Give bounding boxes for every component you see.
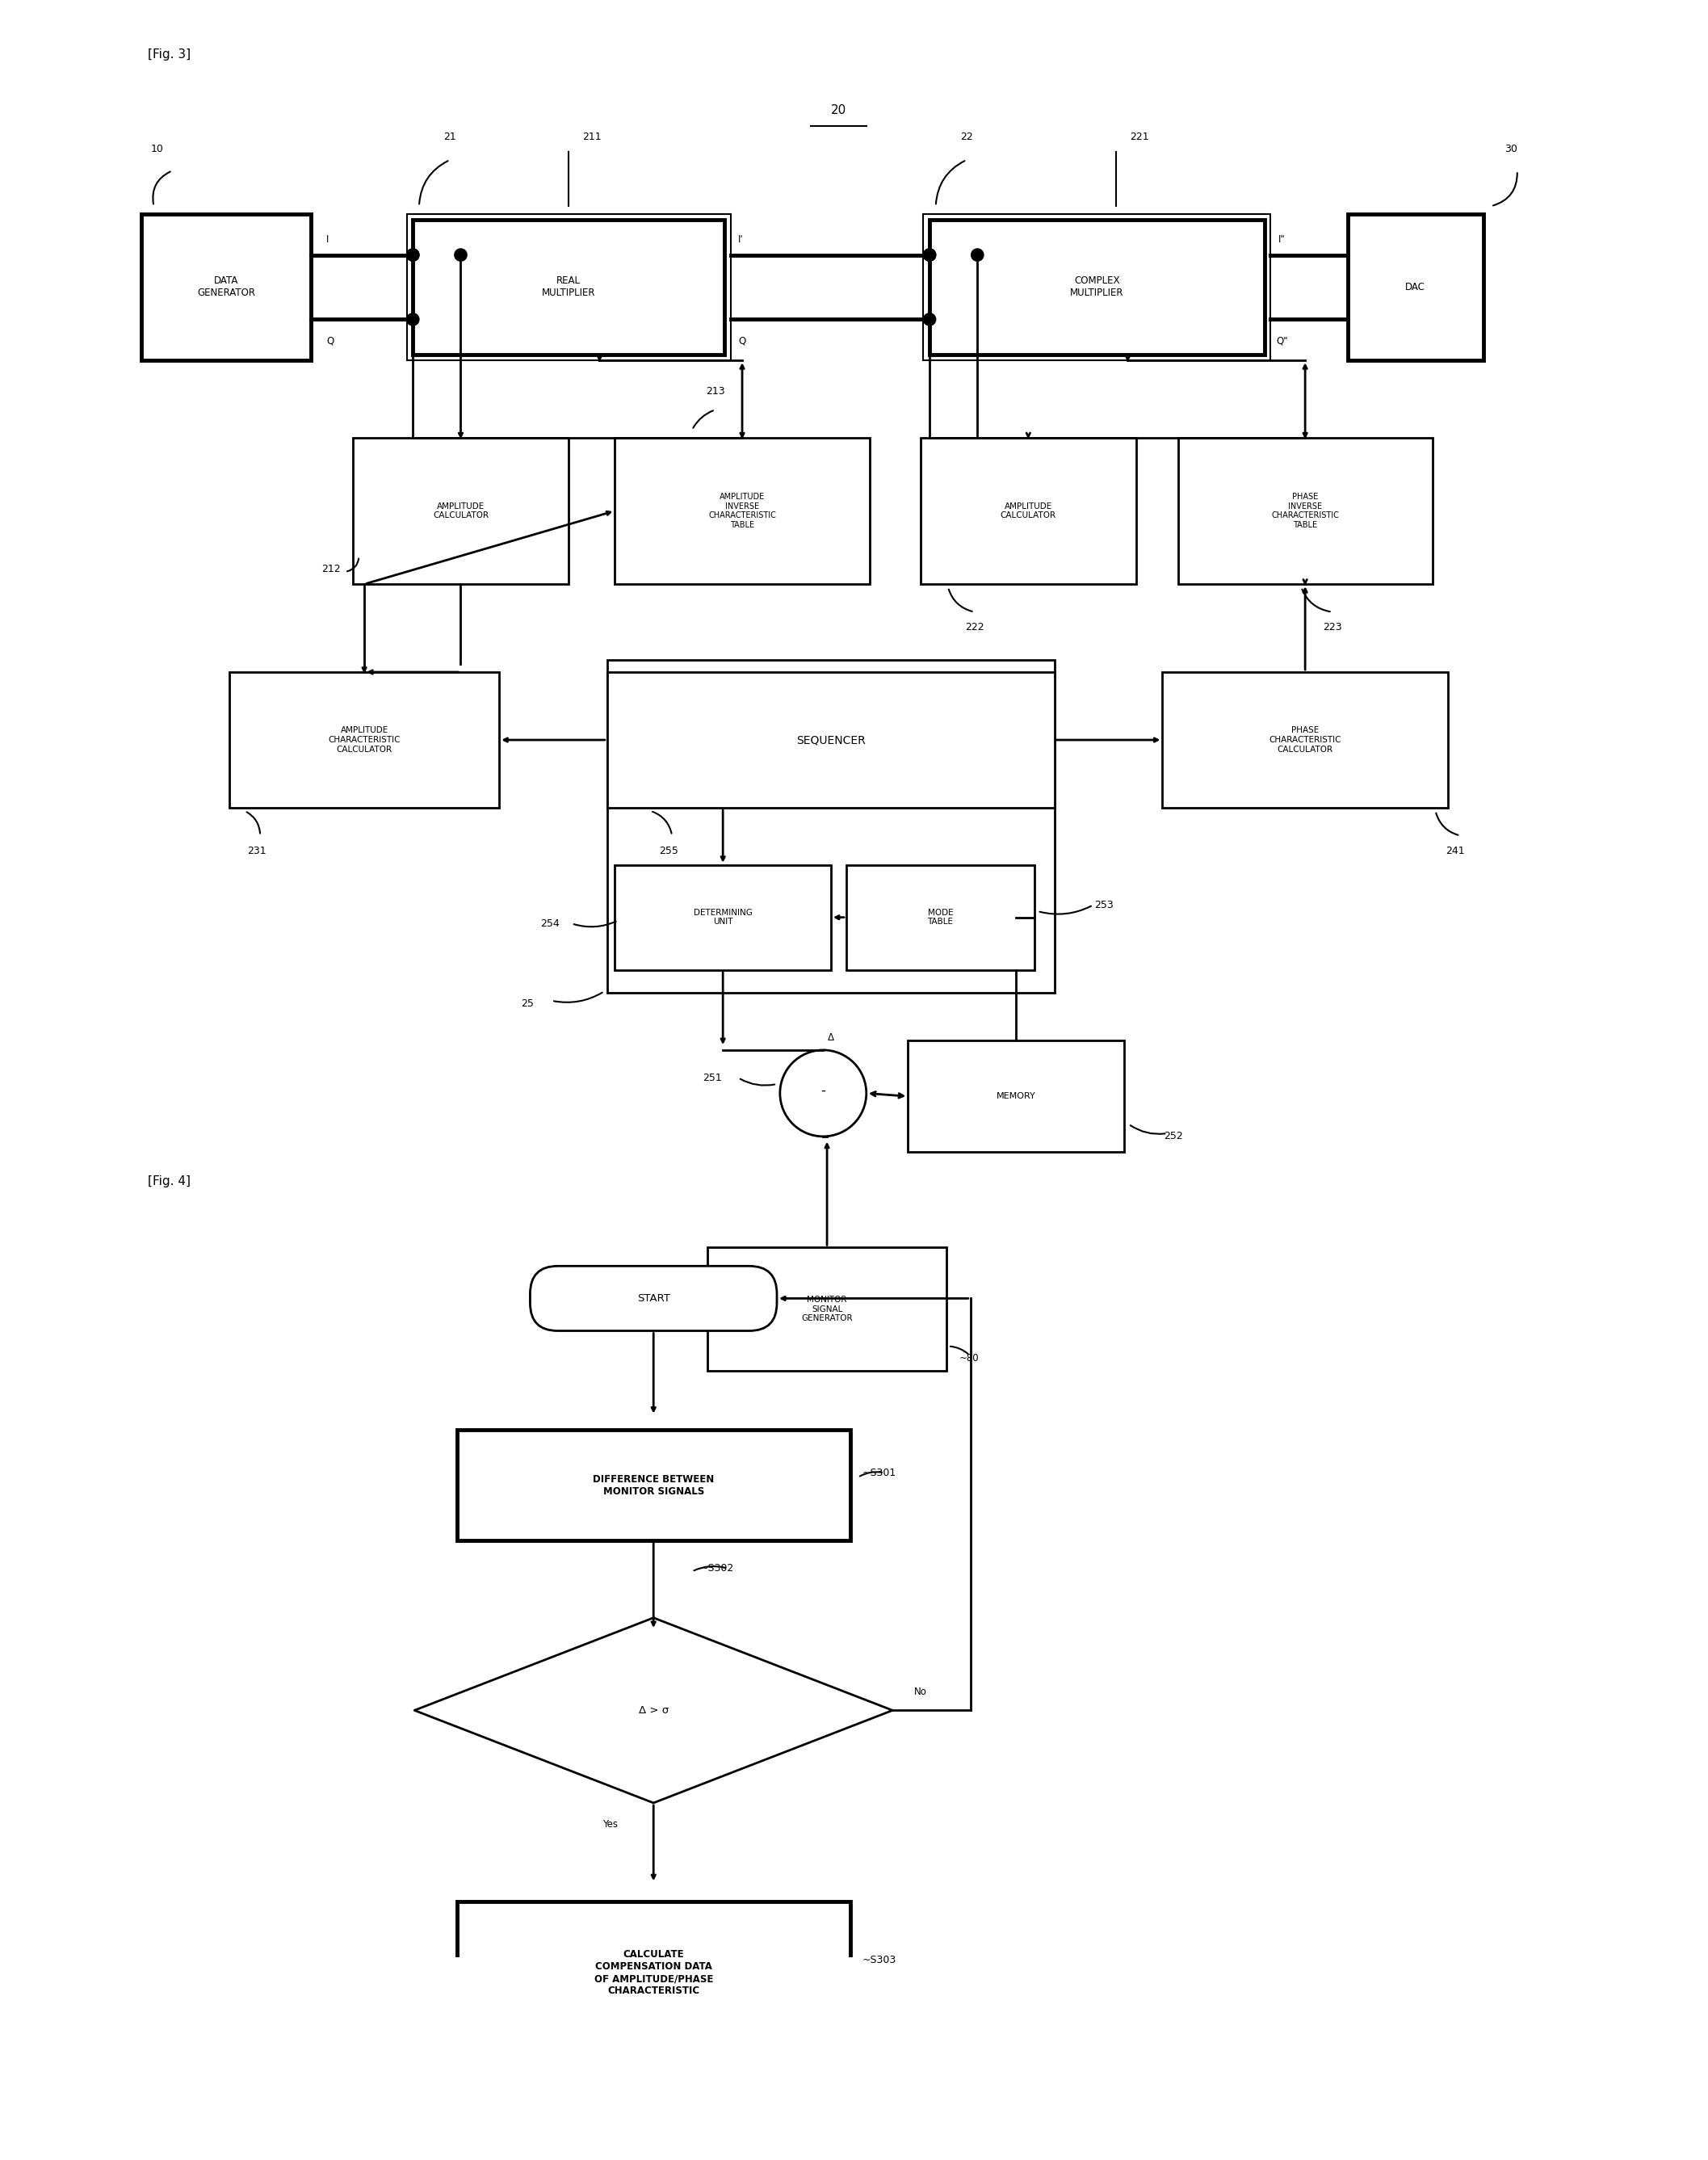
Text: START: START [637, 1294, 670, 1305]
Text: AMPLITUDE
CALCULATOR: AMPLITUDE CALCULATOR [432, 501, 488, 521]
Text: 212: 212 [321, 564, 340, 575]
Text: Q": Q" [1276, 335, 1288, 346]
Text: 221: 221 [1129, 132, 1149, 143]
Text: 20: 20 [830, 104, 847, 117]
Text: 241: 241 [1447, 847, 1465, 855]
Text: MONITOR
SIGNAL
GENERATOR: MONITOR SIGNAL GENERATOR [801, 1296, 852, 1322]
Text: 231: 231 [248, 847, 266, 855]
Bar [608, 659, 1054, 994]
Text: Δ > σ: Δ > σ [639, 1704, 668, 1715]
Text: I': I' [738, 233, 743, 244]
Text: DETERMINING
UNIT: DETERMINING UNIT [693, 909, 752, 927]
Text: SEQUENCER: SEQUENCER [796, 734, 866, 745]
Text: REAL
MULTIPLIER: REAL MULTIPLIER [541, 276, 596, 298]
Text: Q: Q [326, 335, 335, 346]
Text: 251: 251 [702, 1074, 722, 1082]
Bar [707, 1248, 946, 1372]
Text: 253: 253 [1095, 901, 1114, 909]
Text: ~S301: ~S301 [863, 1467, 897, 1477]
Text: PHASE
INVERSE
CHARACTERISTIC
TABLE: PHASE INVERSE CHARACTERISTIC TABLE [1271, 492, 1339, 529]
Text: CALCULATE
COMPENSATION DATA
OF AMPLITUDE/PHASE
CHARACTERISTIC: CALCULATE COMPENSATION DATA OF AMPLITUDE… [594, 1948, 712, 1996]
Bar [142, 214, 311, 361]
Bar [1179, 438, 1433, 583]
Bar [921, 438, 1136, 583]
Text: [Fig. 4]: [Fig. 4] [147, 1175, 190, 1188]
Text: PHASE
CHARACTERISTIC
CALCULATOR: PHASE CHARACTERISTIC CALCULATOR [1269, 726, 1341, 754]
Text: AMPLITUDE
CHARACTERISTIC
CALCULATOR: AMPLITUDE CHARACTERISTIC CALCULATOR [328, 726, 400, 754]
Text: ~S302: ~S302 [700, 1564, 734, 1575]
Circle shape [454, 248, 466, 261]
Text: 254: 254 [540, 918, 560, 929]
Text: -: - [822, 1082, 825, 1097]
Bar [924, 214, 1271, 361]
Text: 211: 211 [582, 132, 601, 143]
Text: No: No [914, 1687, 927, 1698]
Text: 213: 213 [705, 387, 724, 397]
Text: 252: 252 [1163, 1132, 1184, 1143]
FancyBboxPatch shape [529, 1266, 777, 1331]
Bar [608, 672, 1054, 808]
Circle shape [924, 248, 936, 261]
Text: DATA
GENERATOR: DATA GENERATOR [196, 276, 254, 298]
Text: 255: 255 [659, 847, 678, 855]
Text: 222: 222 [965, 622, 984, 633]
Bar [456, 1901, 851, 2043]
Text: 223: 223 [1322, 622, 1342, 633]
Text: 22: 22 [960, 132, 974, 143]
Text: [Fig. 3]: [Fig. 3] [147, 50, 191, 60]
Bar [354, 438, 569, 583]
Circle shape [407, 313, 418, 326]
Bar [1163, 672, 1448, 808]
Text: I: I [326, 233, 330, 244]
Bar [407, 214, 731, 361]
Text: AMPLITUDE
CALCULATOR: AMPLITUDE CALCULATOR [1001, 501, 1056, 521]
Text: MEMORY: MEMORY [996, 1093, 1035, 1099]
Text: AMPLITUDE
INVERSE
CHARACTERISTIC
TABLE: AMPLITUDE INVERSE CHARACTERISTIC TABLE [709, 492, 775, 529]
Bar [929, 220, 1264, 354]
Text: 21: 21 [444, 132, 456, 143]
Circle shape [924, 248, 936, 261]
Text: ~80: ~80 [958, 1354, 979, 1363]
Text: DAC: DAC [1406, 283, 1426, 292]
Text: Δ: Δ [828, 1032, 834, 1043]
Circle shape [972, 248, 984, 261]
Bar [845, 864, 1035, 970]
Text: ~S303: ~S303 [863, 1955, 897, 1966]
Bar [229, 672, 499, 808]
Bar [615, 864, 830, 970]
Bar [615, 438, 869, 583]
Text: MODE
TABLE: MODE TABLE [927, 909, 953, 927]
Text: COMPLEX
MULTIPLIER: COMPLEX MULTIPLIER [1071, 276, 1124, 298]
Text: I": I" [1278, 233, 1284, 244]
Bar [1348, 214, 1483, 361]
Text: 10: 10 [150, 145, 164, 153]
Circle shape [407, 248, 418, 261]
Circle shape [407, 248, 418, 261]
FancyBboxPatch shape [529, 2149, 777, 2160]
Bar [413, 220, 724, 354]
Text: 30: 30 [1505, 145, 1517, 153]
Bar [909, 1041, 1124, 1151]
Circle shape [924, 313, 936, 326]
Bar [456, 1430, 851, 1540]
Text: 25: 25 [521, 998, 533, 1009]
Text: Yes: Yes [603, 1819, 618, 1830]
Text: DIFFERENCE BETWEEN
MONITOR SIGNALS: DIFFERENCE BETWEEN MONITOR SIGNALS [593, 1473, 714, 1497]
Text: Q: Q [738, 335, 746, 346]
